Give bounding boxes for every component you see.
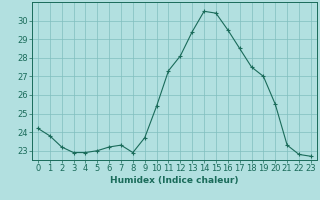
X-axis label: Humidex (Indice chaleur): Humidex (Indice chaleur) xyxy=(110,176,239,185)
